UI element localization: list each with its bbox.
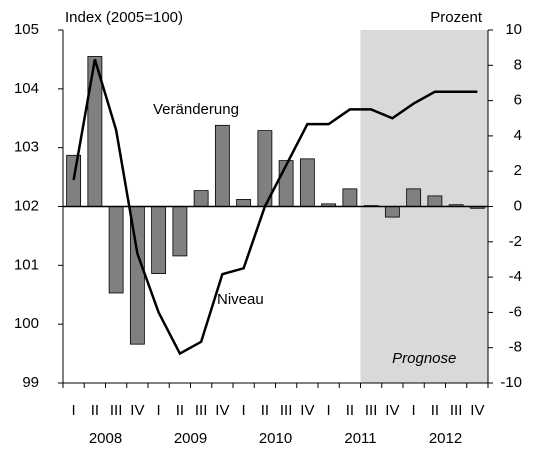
bar — [406, 188, 422, 207]
y-axis-label: Index (2005=100) — [65, 9, 183, 26]
x-group-label: 2009 — [174, 430, 207, 447]
y-tick-label: 103 — [14, 139, 39, 156]
y2-tick-label: -6 — [509, 303, 522, 320]
series-label: Niveau — [217, 291, 264, 308]
x-tick-label: I — [72, 402, 76, 419]
y2-tick-label: -2 — [509, 233, 522, 250]
y2-tick-label: -4 — [509, 268, 522, 285]
x-tick-label: II — [261, 402, 269, 419]
bar — [299, 158, 315, 207]
x-tick-label: II — [91, 402, 99, 419]
x-tick-label: IV — [385, 402, 399, 419]
x-tick-label: II — [176, 402, 184, 419]
y-tick-label: 100 — [14, 315, 39, 332]
bar — [66, 154, 82, 207]
bar — [342, 188, 358, 207]
bar — [108, 206, 124, 294]
bar — [427, 195, 443, 207]
y-tick-label: 99 — [22, 374, 39, 391]
bar — [384, 206, 400, 218]
forecast-label: Prognose — [392, 350, 456, 367]
x-tick-label: IV — [215, 402, 229, 419]
bar — [151, 206, 167, 274]
y-tick-label: 104 — [14, 80, 39, 97]
x-tick-label: IV — [300, 402, 314, 419]
bar — [214, 124, 230, 207]
y2-tick-label: 8 — [514, 56, 522, 73]
x-group-label: 2012 — [429, 430, 462, 447]
y2-tick-label: 10 — [505, 21, 522, 38]
x-tick-label: II — [431, 402, 439, 419]
y2-tick-label: -8 — [509, 339, 522, 356]
y2-tick-label: 4 — [514, 127, 522, 144]
bar — [236, 199, 252, 207]
x-tick-label: I — [242, 402, 246, 419]
x-tick-label: II — [346, 402, 354, 419]
x-group-label: 2011 — [344, 430, 376, 447]
line — [72, 59, 478, 356]
x-tick-label: III — [365, 402, 378, 419]
bar — [193, 190, 209, 207]
x-tick-label: I — [412, 402, 416, 419]
x-tick-label: I — [327, 402, 331, 419]
y2-tick-label: -10 — [500, 374, 522, 391]
y2-tick-label: 0 — [514, 197, 522, 214]
x-tick-label: III — [110, 402, 123, 419]
x-tick-label: I — [157, 402, 161, 419]
x-tick-label: IV — [470, 402, 484, 419]
y2-tick-label: 2 — [514, 162, 522, 179]
x-tick-label: IV — [130, 402, 144, 419]
series-label: Veränderung — [153, 101, 239, 118]
y-tick-label: 102 — [14, 197, 39, 214]
y2-axis-label: Prozent — [430, 9, 483, 26]
x-tick-label: III — [195, 402, 208, 419]
x-group-label: 2010 — [259, 430, 292, 447]
y-tick-label: 101 — [14, 256, 39, 273]
x-tick-label: III — [280, 402, 293, 419]
y2-tick-label: 6 — [514, 92, 522, 109]
bar — [172, 206, 188, 257]
x-group-label: 2008 — [89, 430, 122, 447]
x-tick-label: III — [450, 402, 463, 419]
y-tick-label: 105 — [14, 21, 39, 38]
